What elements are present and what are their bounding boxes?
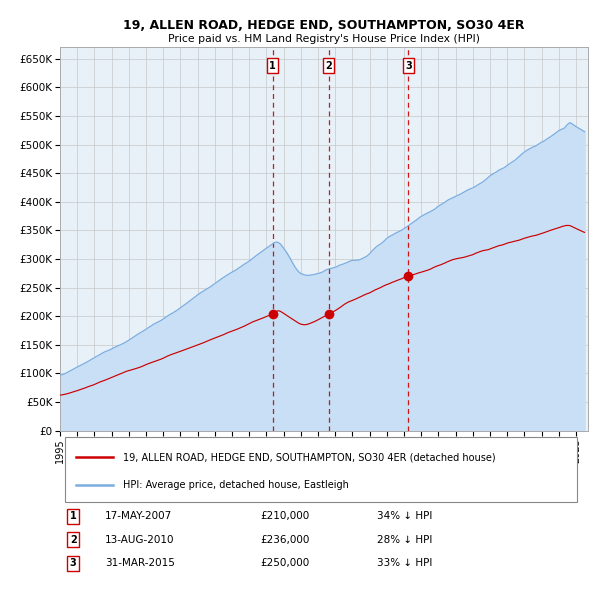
Text: 19, ALLEN ROAD, HEDGE END, SOUTHAMPTON, SO30 4ER: 19, ALLEN ROAD, HEDGE END, SOUTHAMPTON, … xyxy=(123,19,525,32)
Text: 17-MAY-2007: 17-MAY-2007 xyxy=(105,512,172,521)
Text: £250,000: £250,000 xyxy=(260,559,310,568)
Text: HPI: Average price, detached house, Eastleigh: HPI: Average price, detached house, East… xyxy=(124,480,349,490)
Text: 2: 2 xyxy=(325,61,332,71)
Text: 13-AUG-2010: 13-AUG-2010 xyxy=(105,535,175,545)
Text: £210,000: £210,000 xyxy=(260,512,310,521)
Text: 3: 3 xyxy=(405,61,412,71)
Text: 28% ↓ HPI: 28% ↓ HPI xyxy=(377,535,432,545)
Text: 1: 1 xyxy=(70,512,77,521)
Text: 33% ↓ HPI: 33% ↓ HPI xyxy=(377,559,432,568)
Text: 3: 3 xyxy=(70,559,77,568)
Text: £236,000: £236,000 xyxy=(260,535,310,545)
Text: 1: 1 xyxy=(269,61,276,71)
Text: 2: 2 xyxy=(70,535,77,545)
Text: 31-MAR-2015: 31-MAR-2015 xyxy=(105,559,175,568)
Text: Price paid vs. HM Land Registry's House Price Index (HPI): Price paid vs. HM Land Registry's House … xyxy=(168,34,480,44)
FancyBboxPatch shape xyxy=(65,437,577,502)
Text: 34% ↓ HPI: 34% ↓ HPI xyxy=(377,512,432,521)
Text: 19, ALLEN ROAD, HEDGE END, SOUTHAMPTON, SO30 4ER (detached house): 19, ALLEN ROAD, HEDGE END, SOUTHAMPTON, … xyxy=(124,453,496,462)
